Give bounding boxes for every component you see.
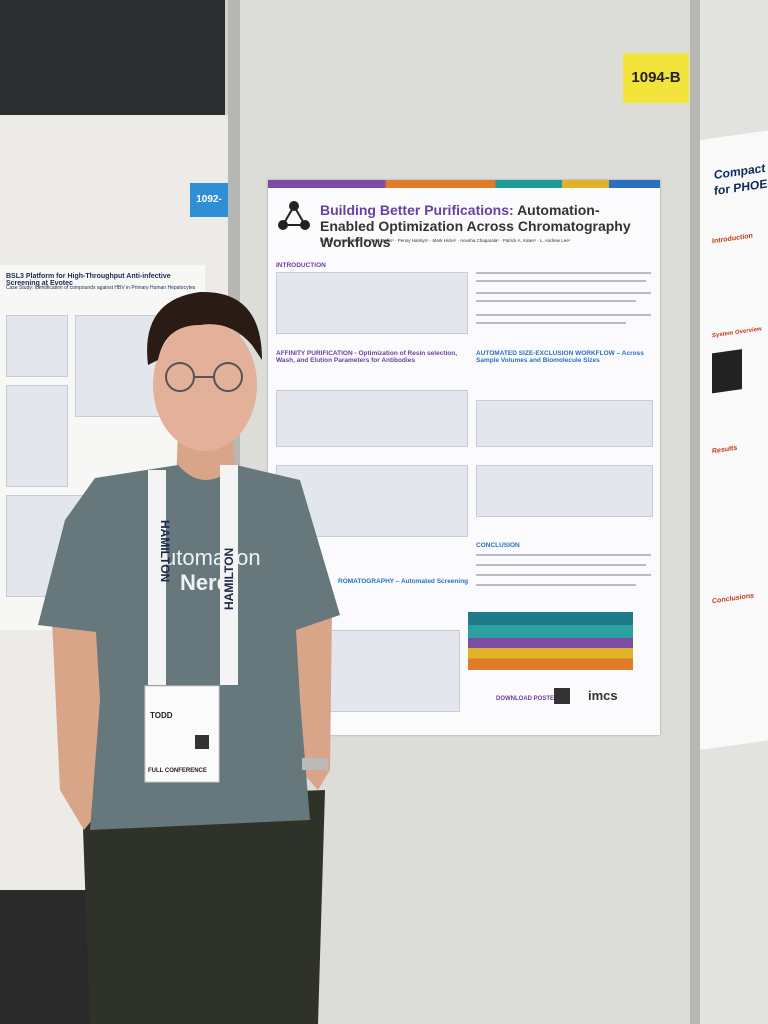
badge <box>144 685 220 783</box>
download-label: DOWNLOAD POSTER <box>496 696 559 702</box>
text-line <box>476 574 651 576</box>
section-heading: CONCLUSION <box>476 542 520 549</box>
booth-number: 1094-B <box>623 53 689 103</box>
glasses <box>165 362 243 392</box>
ceiling <box>0 0 225 115</box>
text-line <box>476 322 626 324</box>
watch <box>302 758 328 770</box>
shirt-text: Automation <box>149 545 260 570</box>
authors: Gracie A. Anderson¹ · B. Todd Mullis¹ · … <box>320 238 571 243</box>
text-line <box>476 272 651 274</box>
text-line <box>476 554 651 556</box>
logo-icon <box>278 201 310 230</box>
results-table <box>468 612 633 670</box>
booth-number: 1092- <box>190 183 228 217</box>
poster-title: Building Better Purifications: Automatio… <box>320 202 650 250</box>
text-line <box>476 314 651 316</box>
text-line <box>476 280 646 282</box>
figure <box>476 465 653 517</box>
text-line <box>476 584 636 586</box>
figure <box>6 385 68 487</box>
hair <box>147 291 262 365</box>
company-logo: imcs <box>588 688 618 703</box>
center-poster: Building Better Purifications: Automatio… <box>268 180 660 735</box>
figure <box>328 630 460 712</box>
qr-code <box>554 688 570 704</box>
title-rest: Automation-Enabled Optimization Across C… <box>320 202 631 250</box>
lanyard-text: HAMILTON <box>222 548 236 610</box>
pants <box>82 790 325 1024</box>
section-heading: AUTOMATED SIZE-EXCLUSION WORKFLOW – Acro… <box>476 350 644 364</box>
badge-qr <box>195 735 209 749</box>
color-bar <box>268 180 660 188</box>
section-heading: AFFINITY PURIFICATION - Optimization of … <box>276 350 458 364</box>
section-heading: INTRODUCTION <box>276 262 326 269</box>
badge-name: TODD <box>150 711 173 720</box>
text-line <box>476 300 636 302</box>
poster-subtitle: Case Study: Identification of compounds … <box>6 285 196 291</box>
arm <box>295 610 332 790</box>
face <box>153 319 257 451</box>
text-line <box>476 292 651 294</box>
booth-post <box>690 0 700 1024</box>
figure <box>276 272 468 334</box>
lanyard-text: HAMILTON <box>158 520 172 582</box>
figure <box>476 400 653 447</box>
section-heading: ROMATOGRAPHY – Automated Screening <box>338 578 469 585</box>
figure <box>276 390 468 447</box>
badge-type: FULL CONFERENCE <box>148 768 207 774</box>
lanyard <box>148 470 166 685</box>
arm <box>52 620 108 830</box>
shirt <box>38 465 340 830</box>
title-highlight: Building Better Purifications: <box>320 202 514 218</box>
lanyard <box>220 465 238 685</box>
poster-title: BSL3 Platform for High-Throughput Anti-i… <box>6 273 171 287</box>
figure <box>6 315 68 377</box>
text-line <box>476 564 646 566</box>
